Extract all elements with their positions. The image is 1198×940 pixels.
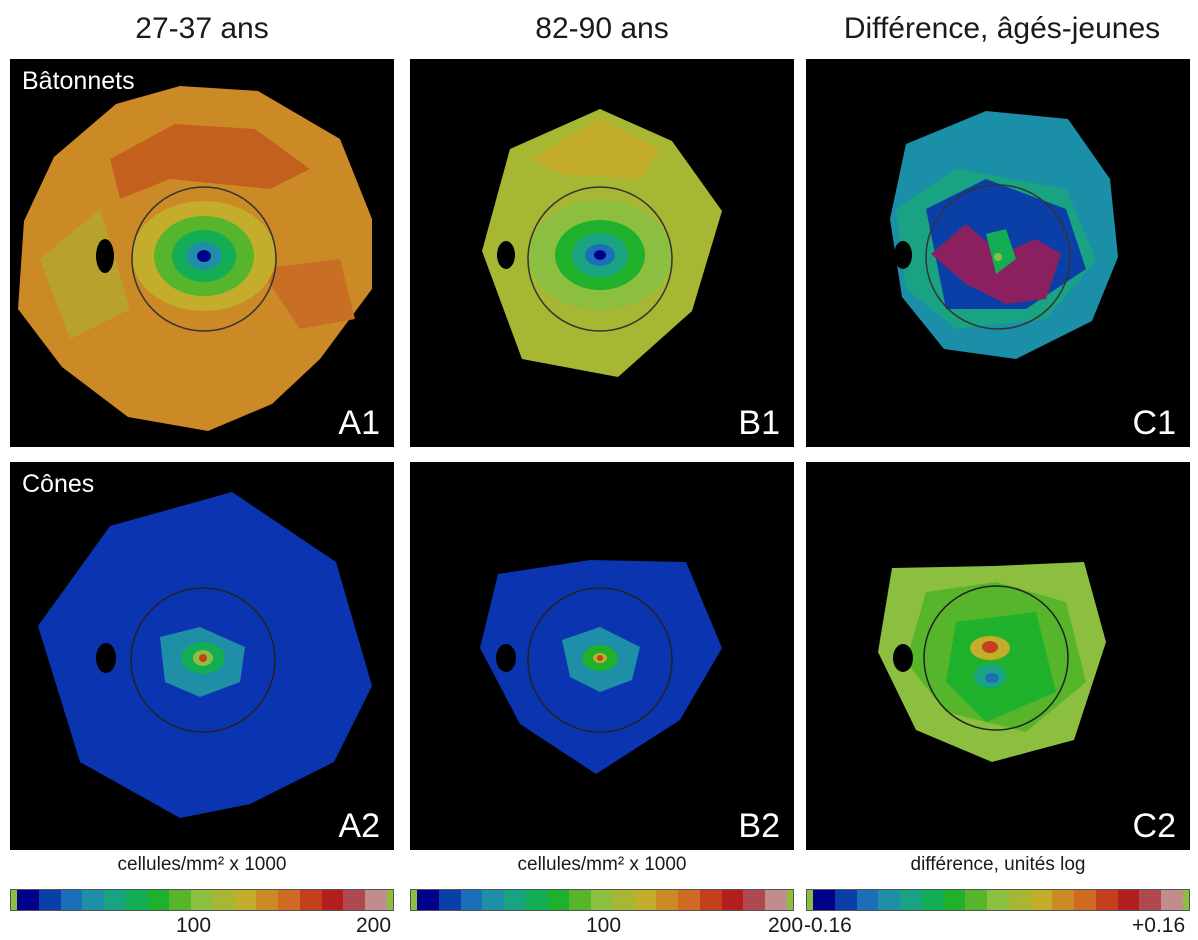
colorbar-segment — [921, 890, 944, 910]
colorbar-segment — [1161, 890, 1184, 910]
colorbar-segment — [278, 890, 300, 910]
colorbar-segment — [234, 890, 257, 910]
colorbar-segment — [699, 890, 722, 910]
colorbar-segment — [634, 890, 657, 910]
panel-b2-cones-old: B2 — [410, 462, 794, 850]
colorbar-segment — [743, 890, 766, 910]
panel-id-b2: B2 — [738, 807, 780, 845]
cone-difference-map — [878, 562, 1106, 762]
colorbar-segment — [460, 890, 483, 910]
colorbar-segment — [547, 890, 570, 910]
colorbar-segment — [569, 890, 592, 910]
colorbar-old-tick-max: 200 — [768, 914, 804, 937]
colorbar-segment — [834, 890, 857, 910]
colorbar-young-tick-mid: 100 — [176, 914, 212, 937]
colorbar-segment — [38, 890, 61, 910]
colorbar-segment — [1095, 890, 1118, 910]
colorbar-label-old: cellules/mm² x 1000 — [517, 854, 687, 875]
colorbar-young-tick-max: 200 — [356, 914, 392, 937]
colorbar-segment — [1117, 890, 1140, 910]
colorbar-old-tick-mid: 100 — [586, 914, 622, 937]
column-title-old: 82-90 ans — [535, 12, 669, 45]
colorbar-difference — [806, 889, 1190, 911]
colorbar-segment — [878, 890, 901, 910]
colorbar-segment — [525, 890, 548, 910]
colorbar-segment — [17, 890, 39, 910]
colorbar-segment — [591, 890, 613, 910]
colorbar-segment — [612, 890, 635, 910]
colorbar-segment — [417, 890, 439, 910]
colorbar-segment — [365, 890, 388, 910]
colorbar-segment — [104, 890, 126, 910]
colorbar-segment — [813, 890, 835, 910]
colorbar-segment — [343, 890, 366, 910]
column-title-young: 27-37 ans — [135, 12, 269, 45]
colorbar-old — [410, 889, 794, 911]
colorbar-segment — [943, 890, 966, 910]
colorbar-segment — [1008, 890, 1031, 910]
colorbar-segment — [147, 890, 170, 910]
colorbar-segment — [482, 890, 505, 910]
rod-difference-map — [890, 111, 1118, 359]
panel-b1-rods-old: B1 — [410, 59, 794, 447]
column-title-difference: Différence, âgés-jeunes — [843, 12, 1161, 45]
colorbar-label-difference: différence, unités log — [910, 854, 1086, 875]
colorbar-segment — [256, 890, 279, 910]
cone-density-map-old — [480, 560, 722, 774]
panel-a2-cones-young: Cônes A2 — [10, 462, 394, 850]
colorbar-segment — [987, 890, 1009, 910]
colorbar-segment — [169, 890, 192, 910]
colorbar-segment — [60, 890, 83, 910]
colorbar-segment — [1074, 890, 1096, 910]
colorbar-segment — [212, 890, 235, 910]
colorbar-segment — [1052, 890, 1075, 910]
panel-id-a2: A2 — [338, 807, 380, 845]
colorbar-segment — [765, 890, 788, 910]
row-label-cones: Cônes — [22, 470, 95, 498]
colorbar-label-young: cellules/mm² x 1000 — [117, 854, 287, 875]
row-label-rods: Bâtonnets — [22, 67, 135, 95]
colorbar-segment — [1030, 890, 1053, 910]
colorbar-segment — [656, 890, 679, 910]
rod-density-map-young — [18, 86, 372, 431]
colorbar-segment — [678, 890, 700, 910]
colorbar-segment — [299, 890, 322, 910]
colorbar-segment — [321, 890, 344, 910]
panel-id-b1: B1 — [738, 404, 780, 442]
colorbar-young — [10, 889, 394, 911]
colorbar-segment — [125, 890, 148, 910]
colorbar-segment — [965, 890, 988, 910]
panel-a1-rods-young: Bâtonnets A1 — [10, 59, 394, 447]
cone-density-map-young — [38, 492, 372, 818]
colorbar-segment — [721, 890, 744, 910]
colorbar-segment — [191, 890, 213, 910]
colorbar-segment — [504, 890, 526, 910]
colorbar-segment — [900, 890, 922, 910]
colorbar-segment — [82, 890, 105, 910]
rod-density-map-old — [482, 109, 722, 377]
panel-id-c2: C2 — [1132, 807, 1176, 845]
panel-id-c1: C1 — [1132, 404, 1176, 442]
colorbar-segment — [1139, 890, 1162, 910]
panel-c1-rods-difference: C1 — [806, 59, 1190, 447]
panel-c2-cones-difference: C2 — [806, 462, 1190, 850]
colorbar-difference-tick-min: -0.16 — [804, 914, 852, 937]
colorbar-segment — [438, 890, 461, 910]
panel-id-a1: A1 — [338, 404, 380, 442]
colorbar-segment — [856, 890, 879, 910]
colorbar-difference-tick-max: +0.16 — [1132, 914, 1186, 937]
